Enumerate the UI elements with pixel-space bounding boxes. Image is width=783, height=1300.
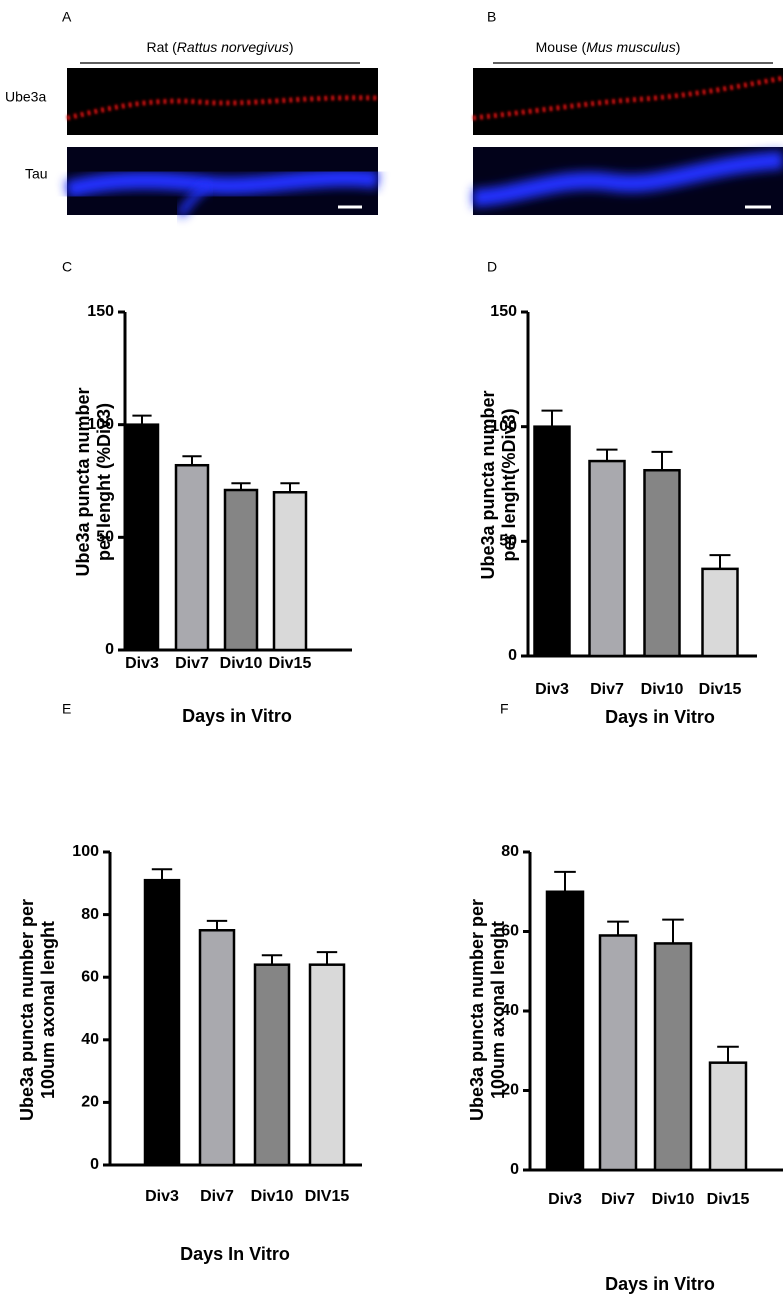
x-tick-label: Div7 (175, 655, 209, 672)
bar (710, 1063, 746, 1170)
x-tick-label: DIV15 (305, 1188, 350, 1205)
bar (547, 892, 583, 1170)
x-tick-label: Div3 (125, 655, 159, 672)
y-tick-label: 80 (81, 906, 99, 923)
panel-letter: C (62, 259, 72, 275)
y-tick-label: 100 (72, 843, 99, 860)
x-tick-label: Div10 (652, 1191, 695, 1208)
x-axis-label: Days in Vitro (605, 1274, 715, 1294)
y-tick-label: 150 (87, 303, 114, 320)
bar (200, 930, 234, 1165)
x-tick-label: Div15 (707, 1191, 750, 1208)
y-axis-label: Ube3a puncta number (478, 390, 498, 579)
bar (225, 490, 257, 650)
y-axis-label: per lenght (%Div3) (94, 403, 114, 561)
title-part: Mouse ( (536, 39, 587, 55)
bar (535, 427, 570, 656)
bar (645, 470, 680, 656)
y-tick-label: 0 (508, 647, 517, 664)
y-axis-label: Ube3a puncta number per (467, 899, 487, 1121)
panel-title: Rat (Rattus norvegivus) (146, 39, 293, 55)
y-tick-label: 0 (90, 1156, 99, 1173)
panel-letter: E (62, 701, 71, 717)
x-tick-label: Div7 (601, 1191, 635, 1208)
title-part: ) (676, 39, 681, 55)
title-part: Rat ( (146, 39, 177, 55)
title-species: Rattus norvegivus (177, 39, 289, 55)
panel-letter: D (487, 259, 497, 275)
bar (176, 465, 208, 650)
figure: A Rat (Rattus norvegivus) Ube3a Tau B Mo… (0, 0, 783, 1300)
bar (655, 943, 691, 1170)
x-tick-label: Div3 (535, 681, 569, 698)
panel-title: Mouse (Mus musculus) (536, 39, 681, 55)
y-tick-label: 80 (501, 843, 519, 860)
title-part: ) (289, 39, 294, 55)
x-tick-label: Div7 (590, 681, 624, 698)
x-axis-label: Days in Vitro (182, 706, 292, 726)
bar (310, 965, 344, 1165)
row-label: Tau (25, 166, 48, 182)
y-tick-label: 20 (81, 1094, 99, 1111)
title-species: Mus musculus (586, 39, 675, 55)
micrograph (67, 68, 378, 215)
bar (590, 461, 625, 656)
panel-letter: B (487, 9, 496, 25)
panel-letter: F (500, 701, 509, 717)
bar (274, 492, 306, 650)
x-tick-label: Div10 (220, 655, 263, 672)
bar (145, 880, 179, 1165)
x-tick-label: Div15 (269, 655, 312, 672)
x-tick-label: Div10 (641, 681, 684, 698)
y-axis-label: 100um axonal lenght (488, 921, 508, 1099)
y-axis-label: 100um axonal lenght (38, 921, 58, 1099)
y-tick-label: 40 (81, 1031, 99, 1048)
x-tick-label: Div3 (548, 1191, 582, 1208)
micrograph (473, 68, 783, 215)
x-axis-label: Days In Vitro (180, 1244, 290, 1264)
y-tick-label: 0 (105, 641, 114, 658)
x-tick-label: Div3 (145, 1188, 179, 1205)
x-tick-label: Div15 (699, 681, 742, 698)
y-tick-label: 0 (510, 1161, 519, 1178)
row-label: Ube3a (5, 89, 46, 105)
x-tick-label: Div10 (251, 1188, 294, 1205)
bar (703, 569, 738, 656)
bar (126, 425, 158, 650)
y-axis-label: per lenght(%Div3) (499, 408, 519, 561)
y-tick-label: 60 (81, 968, 99, 985)
bar (600, 935, 636, 1170)
bar (255, 965, 289, 1165)
x-tick-label: Div7 (200, 1188, 234, 1205)
panel-letter: A (62, 9, 72, 25)
x-axis-label: Days in Vitro (605, 707, 715, 727)
y-axis-label: Ube3a puncta number (73, 387, 93, 576)
y-tick-label: 150 (490, 303, 517, 320)
y-axis-label: Ube3a puncta number per (17, 899, 37, 1121)
